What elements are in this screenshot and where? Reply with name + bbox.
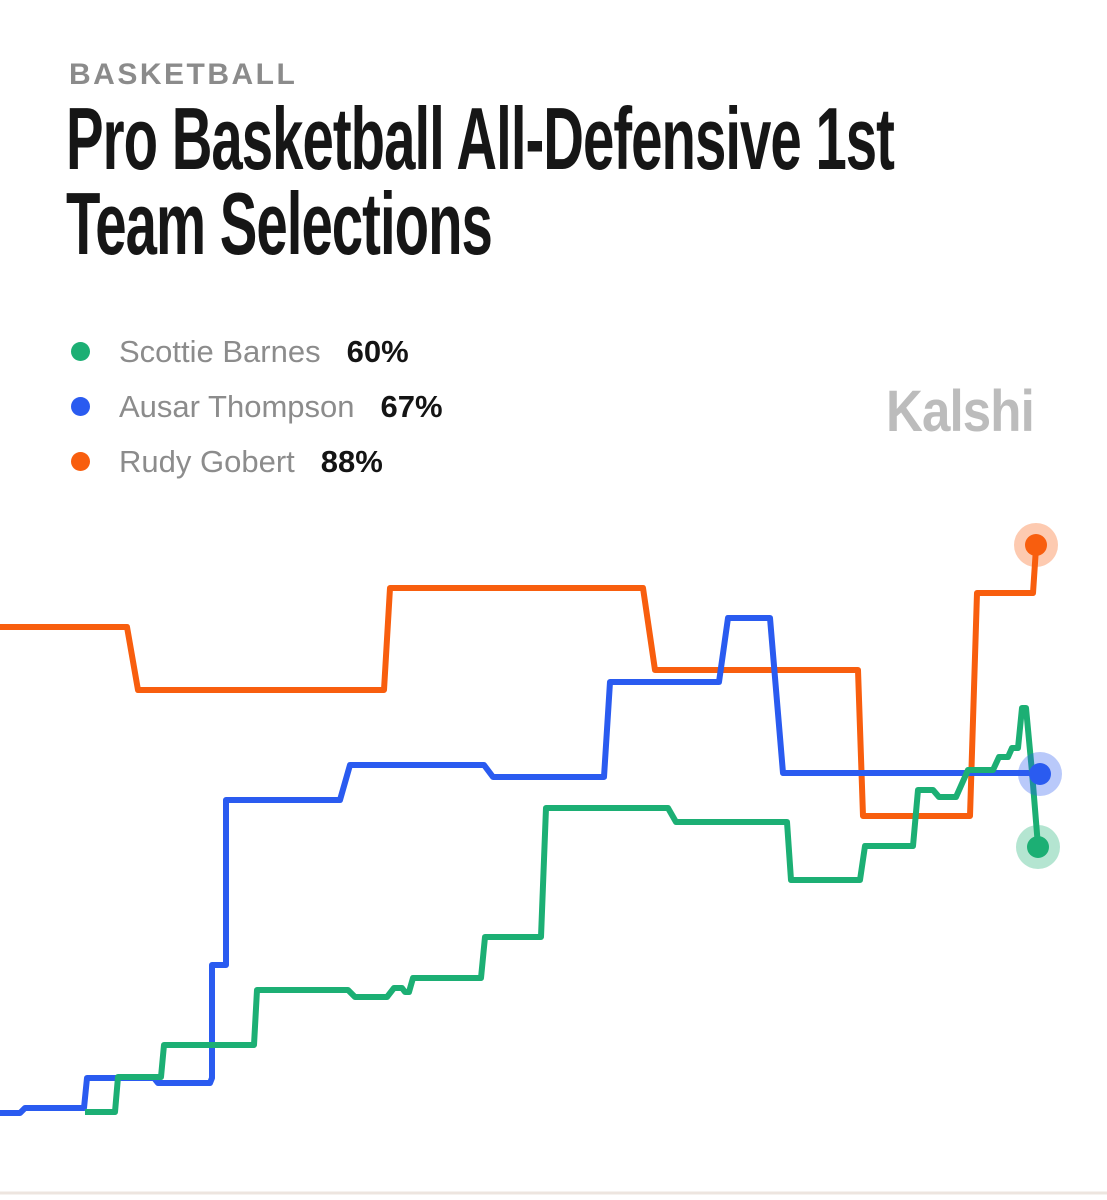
chart-line-ausar — [0, 615, 1040, 1116]
legend-name: Scottie Barnes — [119, 333, 321, 369]
chart-line-rudy — [0, 547, 1039, 819]
legend-dot-icon — [71, 452, 90, 471]
legend-value: 60% — [346, 333, 409, 369]
legend: Scottie Barnes 60% Ausar Thompson 67% Ru… — [71, 324, 443, 489]
page-title-line1: Pro Basketball All-Defensive 1st — [66, 89, 895, 188]
endpoint-dot-scottie — [1027, 836, 1049, 858]
chart-line-scottie — [85, 705, 1041, 1115]
legend-dot-icon — [71, 342, 90, 361]
kalshi-logo: Kalshi — [886, 379, 1035, 444]
page-title-line2: Team Selections — [66, 174, 493, 273]
legend-value: 88% — [320, 443, 383, 479]
legend-dot-icon — [71, 397, 90, 416]
endpoint-dot-ausar — [1029, 763, 1051, 785]
legend-item-rudy-gobert: Rudy Gobert 88% — [71, 434, 443, 489]
legend-name: Ausar Thompson — [119, 388, 355, 424]
legend-name: Rudy Gobert — [119, 443, 295, 479]
page-title: Pro Basketball All-Defensive 1st Team Se… — [66, 89, 895, 273]
legend-value: 67% — [380, 388, 443, 424]
category-eyebrow: BASKETBALL — [69, 58, 298, 91]
legend-item-scottie-barnes: Scottie Barnes 60% — [71, 324, 443, 379]
endpoint-dot-rudy — [1025, 534, 1047, 556]
legend-item-ausar-thompson: Ausar Thompson 67% — [71, 379, 443, 434]
